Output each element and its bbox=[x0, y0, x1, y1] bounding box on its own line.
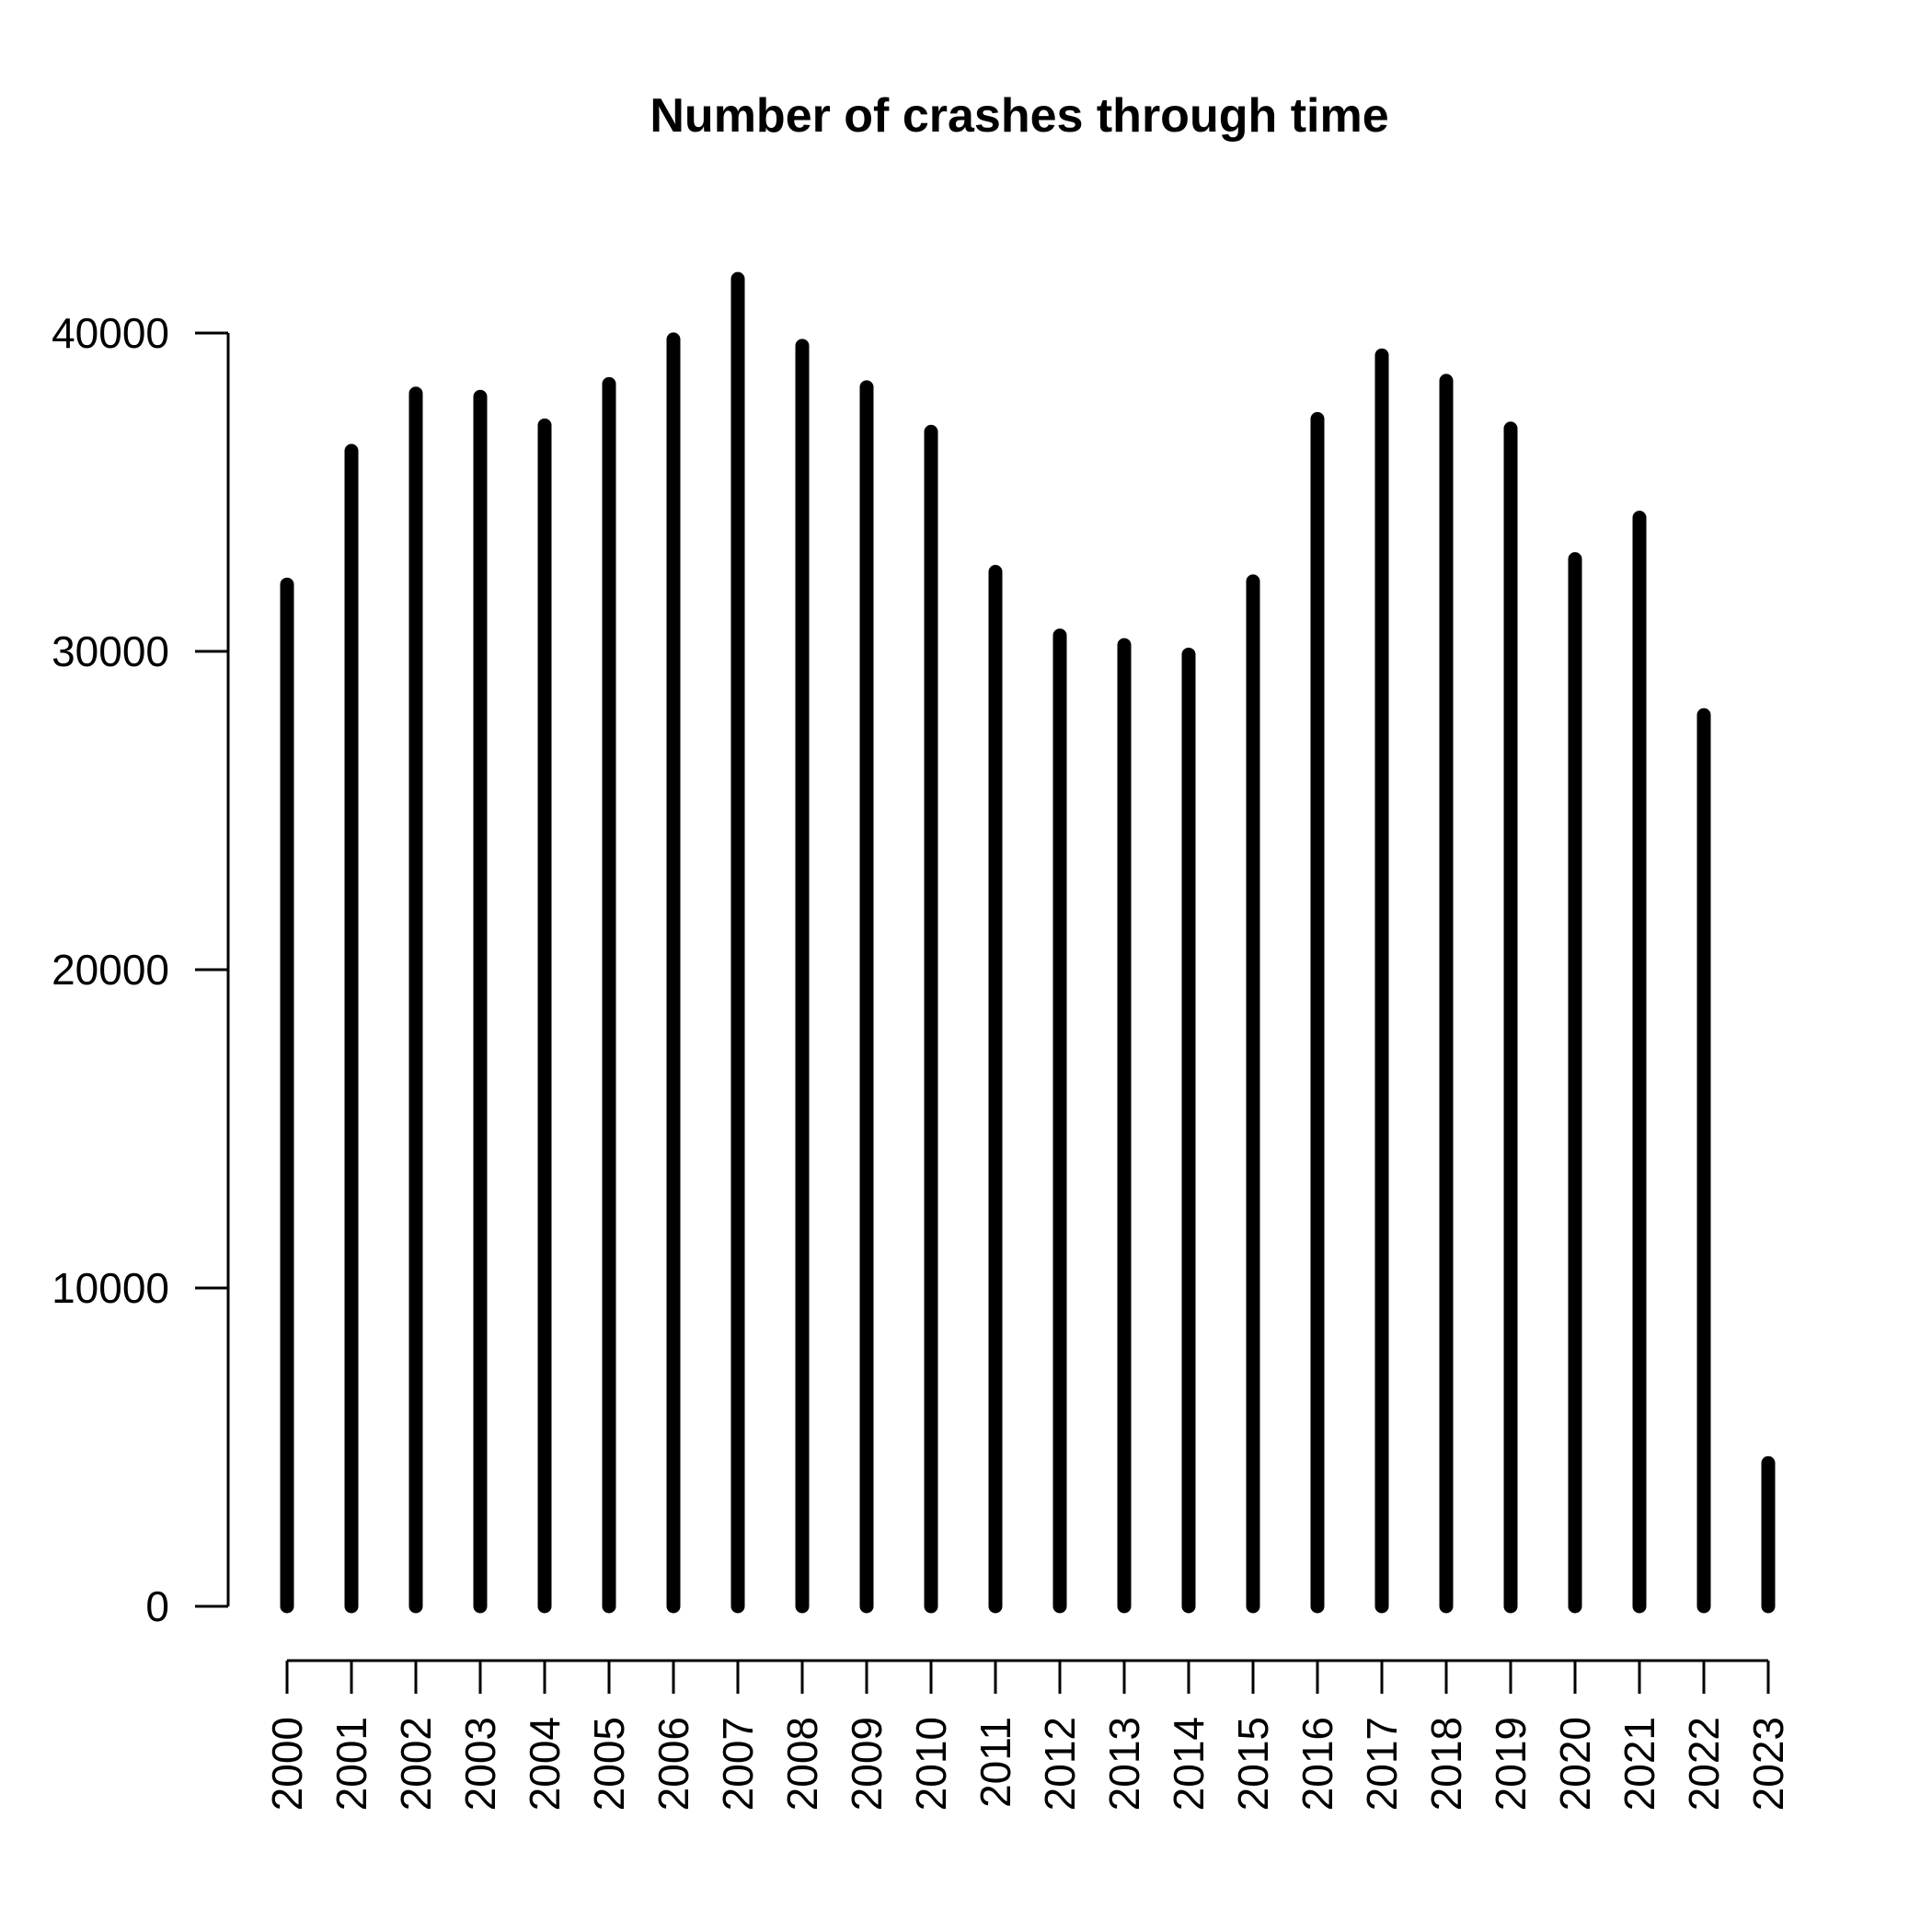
x-tick-label: 2004 bbox=[521, 1717, 569, 1811]
x-tick-label: 2010 bbox=[907, 1717, 955, 1811]
x-tick-label: 2009 bbox=[843, 1717, 891, 1811]
x-tick-label: 2023 bbox=[1744, 1717, 1792, 1811]
x-tick-label: 2015 bbox=[1229, 1717, 1277, 1811]
y-tick-label: 20000 bbox=[52, 946, 169, 994]
y-tick-label: 10000 bbox=[52, 1264, 169, 1312]
x-tick-label: 2020 bbox=[1551, 1717, 1599, 1811]
x-tick-label: 2017 bbox=[1358, 1717, 1406, 1811]
y-tick-label: 40000 bbox=[52, 309, 169, 357]
bars bbox=[280, 271, 1776, 1614]
y-tick-label: 30000 bbox=[52, 627, 169, 675]
y-tick-label: 0 bbox=[145, 1582, 169, 1630]
x-tick-label: 2011 bbox=[972, 1717, 1019, 1808]
x-tick-label: 2002 bbox=[392, 1717, 440, 1811]
x-tick-label: 2008 bbox=[778, 1717, 826, 1811]
x-tick-label: 2018 bbox=[1422, 1717, 1470, 1811]
chart-title: Number of crashes through time bbox=[650, 89, 1388, 143]
x-tick-label: 2001 bbox=[328, 1717, 375, 1811]
y-axis: 0 10000 20000 30000 40000 bbox=[52, 309, 230, 1630]
x-tick-label: 2007 bbox=[714, 1717, 762, 1811]
x-tick-label: 2014 bbox=[1165, 1717, 1213, 1811]
x-tick-label: 2016 bbox=[1294, 1717, 1341, 1811]
x-tick-label: 2005 bbox=[585, 1717, 633, 1811]
x-tick-label: 2003 bbox=[456, 1717, 504, 1811]
x-tick-label: 2006 bbox=[650, 1717, 697, 1811]
x-tick-label: 2022 bbox=[1680, 1717, 1728, 1811]
x-axis: 2000 2001 2002 2003 2004 2005 2006 2007 2008 2009… bbox=[263, 1659, 1792, 1811]
x-tick-label: 2012 bbox=[1036, 1717, 1084, 1811]
x-tick-label: 2013 bbox=[1100, 1717, 1148, 1811]
x-tick-label: 2019 bbox=[1487, 1717, 1535, 1811]
x-tick-label: 2021 bbox=[1616, 1717, 1663, 1811]
x-tick-label: 2000 bbox=[263, 1717, 311, 1811]
